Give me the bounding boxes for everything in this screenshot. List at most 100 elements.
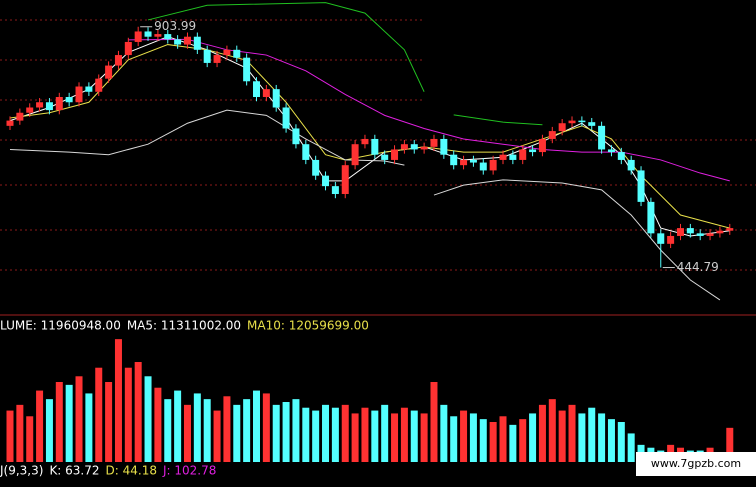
candle-body: [341, 165, 349, 195]
volume-legend: MA10: 12059699.00: [247, 319, 369, 333]
candle-body: [144, 31, 152, 37]
volume-bar: [538, 404, 546, 462]
candle-body: [55, 97, 63, 111]
candle-body: [243, 57, 251, 82]
candle-body: [262, 89, 270, 98]
candle-body: [95, 78, 103, 92]
candle-body: [686, 228, 694, 234]
volume-bar: [203, 399, 211, 462]
volume-bar: [114, 339, 122, 462]
candle-body: [637, 170, 645, 202]
candle-body: [667, 235, 675, 244]
volume-bar: [154, 387, 162, 462]
candle-body: [706, 233, 714, 236]
candle-body: [331, 186, 339, 195]
candle-body: [499, 154, 507, 160]
volume-bar: [65, 384, 73, 462]
candle-body: [568, 120, 576, 124]
volume-bar: [519, 419, 527, 462]
volume-bar: [223, 396, 231, 462]
candle-body: [410, 144, 418, 150]
volume-bar: [568, 404, 576, 462]
indicator-line: [9, 44, 730, 229]
indicator-line: [433, 179, 721, 301]
volume-bar: [607, 419, 615, 462]
candle-body: [282, 107, 290, 129]
volume-bar: [164, 399, 172, 462]
volume-bar: [6, 410, 14, 462]
volume-bar: [282, 402, 290, 462]
volume-bar: [617, 422, 625, 462]
volume-bar: [193, 393, 201, 462]
watermark: www.7gpzb.com: [651, 457, 741, 470]
volume-bar: [460, 410, 468, 462]
volume-legend: MA5: 11311002.00: [127, 319, 241, 333]
volume-bar: [26, 416, 34, 462]
volume-bar: [183, 404, 191, 462]
volume-bar: [85, 393, 93, 462]
volume-bar: [351, 413, 359, 462]
candle-body: [647, 201, 655, 234]
volume-bar: [430, 382, 438, 462]
volume-bar: [391, 413, 399, 462]
volume-bar: [292, 399, 300, 462]
volume-bar: [75, 376, 83, 462]
indicator-line: [9, 109, 405, 166]
annotation-label: 444.79: [677, 260, 719, 274]
candle-body: [371, 138, 379, 155]
candle-body: [193, 36, 201, 50]
volume-bar: [36, 390, 44, 462]
candle-body: [726, 228, 734, 231]
volume-bar: [479, 419, 487, 462]
candle-body: [598, 125, 606, 150]
volume-legend: LUME: 11960948.00: [0, 319, 121, 333]
volume-bar: [627, 433, 635, 462]
candle-body: [430, 138, 438, 147]
volume-bar: [243, 399, 251, 462]
candle-body: [548, 131, 556, 139]
candle-body: [460, 159, 468, 166]
candle-body: [154, 34, 162, 37]
volume-bar: [558, 410, 566, 462]
volume-bar: [272, 404, 280, 462]
candle-body: [253, 81, 260, 98]
candle-body: [588, 122, 596, 126]
candle-body: [292, 128, 300, 145]
volume-bar: [598, 413, 606, 462]
volume-bar: [440, 404, 448, 462]
candle-body: [213, 55, 221, 63]
volume-bar: [262, 393, 270, 462]
candle-body: [529, 149, 537, 153]
volume-bar: [233, 404, 241, 462]
volume-bar: [578, 413, 586, 462]
candle-body: [558, 123, 566, 132]
candle-body: [223, 49, 231, 56]
candle-body: [174, 39, 182, 45]
candle-body: [469, 159, 477, 163]
candle-body: [183, 36, 191, 45]
volume-bar: [302, 407, 310, 462]
candle-body: [203, 49, 211, 63]
volume-bar: [361, 407, 369, 462]
candle-body: [322, 175, 330, 187]
candle-body: [627, 159, 635, 171]
candle-body: [578, 120, 586, 123]
kdj-legend: J: 102.78: [162, 464, 216, 478]
volume-bar: [16, 404, 24, 462]
candle-body: [519, 149, 527, 160]
volume-bar: [489, 422, 497, 462]
candle-body: [676, 228, 684, 236]
candle-body: [105, 65, 113, 79]
candle-body: [509, 154, 517, 160]
candle-body: [450, 154, 458, 166]
volume-bar: [174, 390, 182, 462]
volume-bar: [45, 399, 53, 462]
volume-bar: [253, 390, 260, 462]
candle-body: [114, 55, 122, 66]
candle-body: [36, 102, 44, 108]
volume-bar: [95, 367, 103, 462]
volume-bar: [55, 382, 63, 462]
candle-body: [75, 86, 83, 103]
volume-bar: [726, 427, 734, 462]
